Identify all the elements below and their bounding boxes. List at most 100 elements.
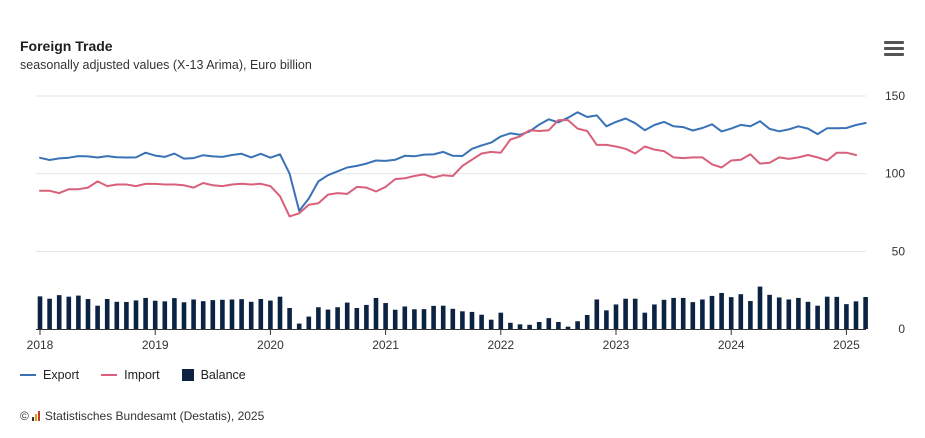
- balance-bar: [85, 299, 91, 329]
- balance-bar: [325, 309, 331, 329]
- balance-bar: [181, 302, 187, 329]
- balance-bar: [373, 297, 379, 329]
- balance-bar: [402, 306, 408, 329]
- legend-label-balance: Balance: [200, 368, 246, 382]
- legend: Export Import Balance: [20, 368, 246, 382]
- balance-bar: [431, 305, 436, 329]
- balance-bar: [632, 298, 638, 329]
- balance-bar: [508, 322, 513, 329]
- balance-bar: [316, 307, 321, 329]
- balance-bar: [172, 298, 177, 329]
- balance-bar: [498, 312, 504, 329]
- balance-bar: [66, 296, 72, 329]
- legend-label-import: Import: [124, 368, 160, 382]
- balance-bar: [364, 304, 369, 329]
- balance-bar: [469, 311, 475, 329]
- balance-bar: [277, 296, 283, 329]
- x-tick-label: 2022: [487, 338, 514, 352]
- balance-bar: [124, 301, 129, 329]
- x-tick-label: 2021: [372, 338, 399, 352]
- balance-bar: [661, 299, 667, 329]
- balance-bar: [565, 326, 571, 329]
- hamburger-menu-icon[interactable]: [884, 41, 904, 57]
- balance-bar: [133, 300, 139, 329]
- balance-bar: [421, 309, 427, 329]
- balance-bar: [95, 305, 100, 329]
- balance-bar: [47, 298, 52, 329]
- balance-bar: [604, 310, 609, 329]
- legend-item-import[interactable]: Import: [101, 368, 160, 382]
- balance-bar: [786, 299, 792, 329]
- balance-bar: [239, 299, 244, 329]
- balance-bar: [594, 299, 600, 329]
- balance-bar: [210, 300, 216, 329]
- balance-bar: [306, 316, 312, 329]
- x-tick-label: 2020: [257, 338, 284, 352]
- balance-bar: [776, 297, 782, 329]
- export-series-line: [39, 111, 867, 212]
- chart-subtitle: seasonally adjusted values (X-13 Arima),…: [20, 58, 312, 72]
- legend-item-balance[interactable]: Balance: [181, 368, 246, 382]
- x-tick-label: 2024: [718, 338, 745, 352]
- balance-bar: [296, 323, 302, 329]
- balance-legend-swatch: [181, 369, 194, 381]
- balance-bar: [37, 296, 43, 329]
- balance-bar: [652, 304, 657, 329]
- balance-bar: [335, 307, 340, 329]
- balance-bar: [575, 321, 580, 329]
- balance-bar: [863, 297, 868, 329]
- balance-bar: [527, 324, 532, 329]
- balance-bar: [229, 299, 235, 329]
- balance-bar: [709, 295, 715, 329]
- source-credit: © Statistisches Bundesamt (Destatis), 20…: [20, 409, 264, 423]
- balance-bar: [268, 300, 273, 329]
- balance-bar: [834, 296, 840, 329]
- y-tick-label: 100: [885, 167, 905, 181]
- balance-bar: [546, 318, 552, 329]
- balance-bar: [853, 301, 859, 329]
- balance-bar: [700, 299, 705, 329]
- balance-bar: [344, 302, 350, 329]
- balance-bar: [56, 295, 62, 329]
- chart-title: Foreign Trade: [20, 38, 113, 54]
- balance-bar: [536, 322, 542, 329]
- balance-bar: [162, 301, 168, 329]
- balance-bar: [805, 301, 811, 329]
- balance-bar: [488, 319, 494, 329]
- balance-bar: [383, 303, 388, 329]
- balance-bar: [143, 297, 148, 329]
- x-tick-label: 2019: [142, 338, 169, 352]
- legend-item-export[interactable]: Export: [20, 368, 79, 382]
- balance-bar: [392, 309, 398, 329]
- balance-bar: [824, 296, 830, 329]
- copyright-symbol: ©: [20, 409, 29, 423]
- balance-bar: [248, 301, 254, 329]
- balance-bar: [642, 312, 648, 329]
- destatis-bar-logo-icon: [31, 411, 40, 421]
- balance-bar: [479, 314, 484, 329]
- balance-bar: [584, 315, 590, 329]
- balance-bar: [738, 294, 744, 329]
- balance-bar: [728, 297, 734, 329]
- import-series-line: [39, 119, 857, 218]
- x-tick-label: 2025: [833, 338, 860, 352]
- export-legend-swatch: [20, 374, 36, 376]
- balance-bar: [440, 305, 446, 329]
- balance-bar: [104, 299, 110, 329]
- legend-label-export: Export: [43, 368, 80, 382]
- balance-bar: [556, 322, 561, 329]
- balance-bar: [220, 299, 225, 329]
- balance-bar: [76, 295, 81, 329]
- y-tick-label: 50: [892, 244, 906, 258]
- balance-bar: [844, 304, 849, 329]
- balance-bar: [354, 308, 360, 329]
- balance-bar: [757, 286, 763, 329]
- balance-bar: [460, 311, 465, 329]
- balance-bar: [258, 299, 264, 329]
- y-tick-label: 150: [885, 89, 905, 103]
- balance-bar: [200, 301, 206, 329]
- balance-bar: [287, 308, 292, 329]
- balance-bar: [450, 308, 456, 329]
- y-tick-label: 0: [898, 322, 905, 336]
- x-tick-label: 2018: [27, 338, 54, 352]
